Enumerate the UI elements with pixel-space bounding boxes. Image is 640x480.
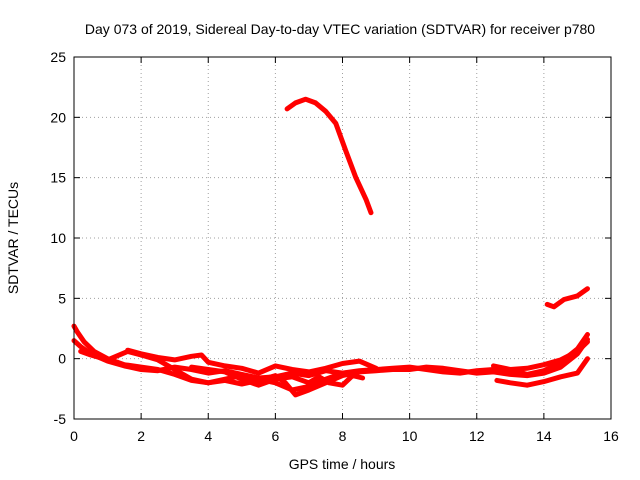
x-tick-label: 16 — [603, 428, 619, 444]
y-tick-label: 15 — [50, 170, 66, 186]
y-tick-label: 10 — [50, 230, 66, 246]
y-tick-label: -5 — [54, 411, 67, 427]
x-axis-label: GPS time / hours — [289, 456, 396, 472]
x-tick-label: 10 — [402, 428, 418, 444]
series-line-track-i — [544, 286, 590, 310]
x-tick-label: 14 — [536, 428, 552, 444]
x-tick-label: 12 — [469, 428, 485, 444]
series-line-track-f — [494, 356, 590, 388]
grid — [74, 57, 611, 419]
series-line-track-e — [189, 364, 366, 388]
series-line-track-d — [125, 347, 379, 376]
series-line-track-h — [284, 96, 374, 216]
series-line-track-b — [71, 323, 590, 393]
y-tick-label: 20 — [50, 109, 66, 125]
x-tick-label: 8 — [339, 428, 347, 444]
x-tick-label: 2 — [137, 428, 145, 444]
x-tick-label: 0 — [70, 428, 78, 444]
x-tick-label: 4 — [204, 428, 212, 444]
series-layer — [71, 96, 590, 398]
y-tick-label: 0 — [58, 351, 66, 367]
y-axis-label: SDTVAR / TECUs — [5, 182, 21, 294]
y-tick-label: 25 — [50, 49, 66, 65]
chart-title: Day 073 of 2019, Sidereal Day-to-day VTE… — [85, 21, 595, 37]
y-tick-label: 5 — [58, 290, 66, 306]
axis-ticks — [73, 56, 612, 420]
x-tick-label: 6 — [271, 428, 279, 444]
series-line-track-g — [491, 332, 590, 377]
